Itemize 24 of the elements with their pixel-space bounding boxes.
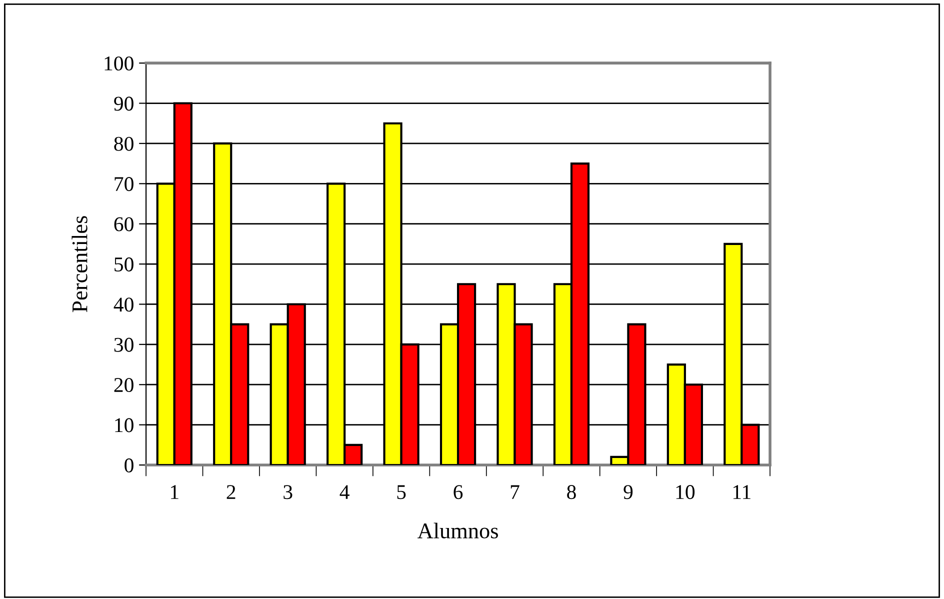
y-tick-label: 0 [124, 458, 134, 472]
y-tick-label: 40 [114, 298, 134, 312]
x-tick-label: 5 [397, 485, 406, 500]
y-tick-label: 10 [115, 418, 134, 432]
y-tick-label: 60 [114, 217, 134, 232]
x-tick-label: 11 [733, 485, 750, 499]
x-tick-label: 3 [284, 485, 292, 500]
x-tick-label: 4 [340, 485, 350, 499]
x-tick-label: 9 [624, 485, 633, 500]
y-tick-label: 50 [114, 257, 134, 272]
y-tick-label: 20 [114, 378, 134, 392]
x-tick-label: 7 [510, 485, 520, 499]
y-tick-label: 90 [114, 96, 134, 111]
y-tick-label: 30 [114, 338, 134, 352]
x-tick-label: 8 [567, 485, 576, 500]
x-tick-label: 6 [454, 485, 463, 500]
y-tick-label: 70 [114, 177, 134, 192]
x-tick-label: 2 [226, 485, 236, 499]
y-tick-label: 100 [104, 56, 134, 71]
x-axis-title: Alumnos [418, 522, 498, 538]
x-tick-label: 10 [676, 485, 695, 500]
y-axis-title: Percentiles [72, 216, 88, 312]
y-tick-label: 80 [114, 136, 134, 151]
x-tick-label: 1 [171, 485, 178, 499]
